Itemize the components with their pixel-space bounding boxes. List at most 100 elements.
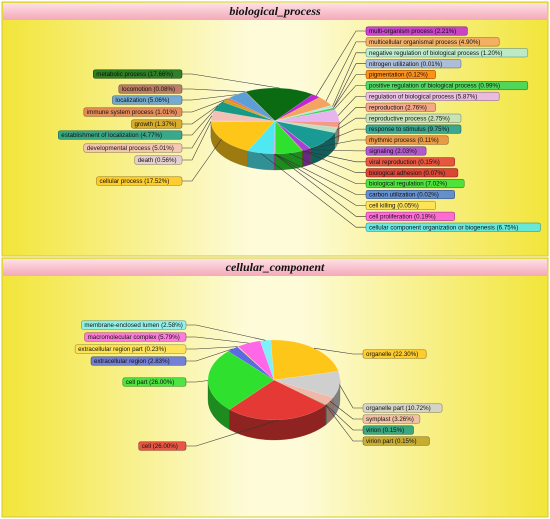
leader-line	[182, 73, 280, 89]
label-box	[365, 190, 455, 200]
pie-slice-metabolic-process	[245, 87, 314, 122]
slice-label-localization: localization (5.06%)	[115, 97, 169, 104]
leader-line	[325, 404, 363, 442]
pie-slice-cell-part	[207, 351, 275, 410]
label-box	[365, 124, 462, 134]
slice-label-organelle: organelle (22.30%)	[366, 351, 418, 358]
slice-label-reproduction: reproduction (2.76%)	[369, 104, 427, 111]
label-box	[365, 146, 427, 156]
label-box	[112, 95, 183, 105]
pie-slice-organelle-part	[273, 371, 341, 398]
leader-line	[186, 346, 238, 350]
slice-label-cell-part: cell part (26.00%)	[126, 379, 175, 386]
leader-line	[260, 152, 366, 228]
leader-line	[310, 139, 366, 149]
leader-line	[186, 380, 209, 383]
slice-label-membrane-enclosed-lumen: membrane-enclosed lumen (2.58%)	[84, 322, 182, 329]
slice-label-viral-reproduction: viral reproduction (0.15%)	[369, 159, 440, 166]
pie-labels: metabolic process (17.66%) locomotion (0.…	[58, 26, 541, 232]
label-box	[74, 344, 187, 354]
leader-line	[186, 348, 233, 362]
label-box	[365, 91, 500, 101]
slice-label-reproductive-process: reproductive process (2.75%)	[369, 115, 450, 122]
label-box	[365, 48, 529, 58]
label-box	[58, 130, 183, 140]
label-box	[365, 37, 500, 47]
label-box	[365, 211, 455, 221]
slice-label-developmental-process: developmental process (5.01%)	[87, 145, 174, 152]
label-box	[96, 176, 183, 186]
leader-line	[336, 117, 366, 131]
slice-label-metabolic-process: metabolic process (17.66%)	[96, 71, 173, 78]
leader-line	[182, 121, 212, 161]
slice-label-immune-system-process: immune system process (1.01%)	[87, 109, 177, 116]
leader-line	[182, 138, 222, 182]
leader-line	[186, 336, 249, 344]
label-box	[365, 157, 455, 167]
label-box	[90, 356, 187, 366]
pie-slices	[210, 87, 340, 155]
slice-label-cell-proliferation: cell proliferation (0.19%)	[369, 213, 436, 220]
pie-slice-membrane-enclosed-lumen	[259, 339, 275, 381]
leader-line	[325, 41, 366, 102]
label-box	[362, 349, 427, 359]
leader-line	[182, 105, 219, 136]
slice-label-macromolecular-complex: macromolecular complex (5.79%)	[88, 334, 180, 341]
slice-label-pigmentation: pigmentation (0.12%)	[369, 72, 428, 79]
label-box	[365, 179, 465, 189]
slice-label-regulation-of-biological-process: regulation of biological process (5.87%)	[369, 94, 477, 101]
label-box	[365, 59, 462, 69]
slice-label-symplast: symplast (3.26%)	[366, 416, 414, 423]
leader-line	[182, 88, 246, 93]
label-box	[365, 222, 541, 232]
slice-label-establishment-of-localization: establishment of localization (4.77%)	[61, 132, 162, 139]
slice-label-organelle-part: organelle part (10.72%)	[366, 405, 431, 412]
label-box	[81, 320, 187, 330]
leader-line	[313, 347, 363, 355]
label-box	[365, 102, 436, 112]
slice-label-negative-regulation-of-biological-process: negative regulation of biological proces…	[369, 50, 502, 57]
label-box	[362, 414, 421, 424]
leader-line	[329, 400, 363, 420]
leader-line	[274, 153, 366, 217]
label-box	[365, 70, 436, 80]
label-box	[83, 143, 183, 153]
pie-slices	[207, 339, 341, 421]
pie-slice-cellular-process	[210, 120, 276, 152]
pie-cellular-component: membrane-enclosed lumen (2.58%) macromole…	[74, 320, 443, 451]
slice-label-cellular-process: cellular process (17.52%)	[100, 178, 170, 185]
pie-slice-cellular-component-organization-or-biogenesis	[247, 120, 276, 155]
leader-line	[302, 150, 366, 163]
leader-line	[337, 96, 366, 116]
label-box	[365, 200, 436, 210]
label-box	[362, 436, 430, 446]
leader-line	[182, 100, 225, 125]
chart-title: cellular_component	[226, 260, 325, 274]
slice-label-multicellular-organismal-process: multicellular organismal process (4.90%)	[369, 39, 480, 46]
slice-label-virion-part: virion part (0.15%)	[366, 438, 417, 445]
label-box	[365, 113, 462, 123]
leader-line	[302, 150, 366, 173]
label-box	[134, 155, 183, 165]
pie-biological-process: metabolic process (17.66%) locomotion (0.…	[58, 26, 541, 232]
slice-label-multi-organism-process: multi-organism process (2.21%)	[369, 28, 456, 35]
leader-line	[334, 85, 366, 109]
slice-label-rhythmic-process: rhythmic process (0.11%)	[369, 137, 439, 144]
leader-line	[333, 74, 366, 108]
slice-label-growth: growth (1.37%)	[135, 121, 177, 128]
leader-line	[324, 128, 366, 142]
leader-line	[339, 384, 363, 409]
label-box	[362, 403, 443, 413]
slice-label-locomotion: locomotion (0.08%)	[122, 86, 175, 93]
slice-label-cell: cell (26.00%)	[142, 443, 178, 450]
label-box	[138, 441, 187, 451]
leader-line	[186, 419, 280, 447]
leader-line	[315, 30, 366, 96]
leader-line	[182, 98, 228, 113]
slice-label-response-to-stimulus: response to stimulus (9.75%)	[369, 126, 449, 133]
slice-label-death: death (0.56%)	[138, 157, 177, 164]
slice-label-cell-killing: cell killing (0.05%)	[369, 203, 419, 210]
leader-line	[306, 149, 366, 152]
leader-line	[325, 404, 363, 431]
